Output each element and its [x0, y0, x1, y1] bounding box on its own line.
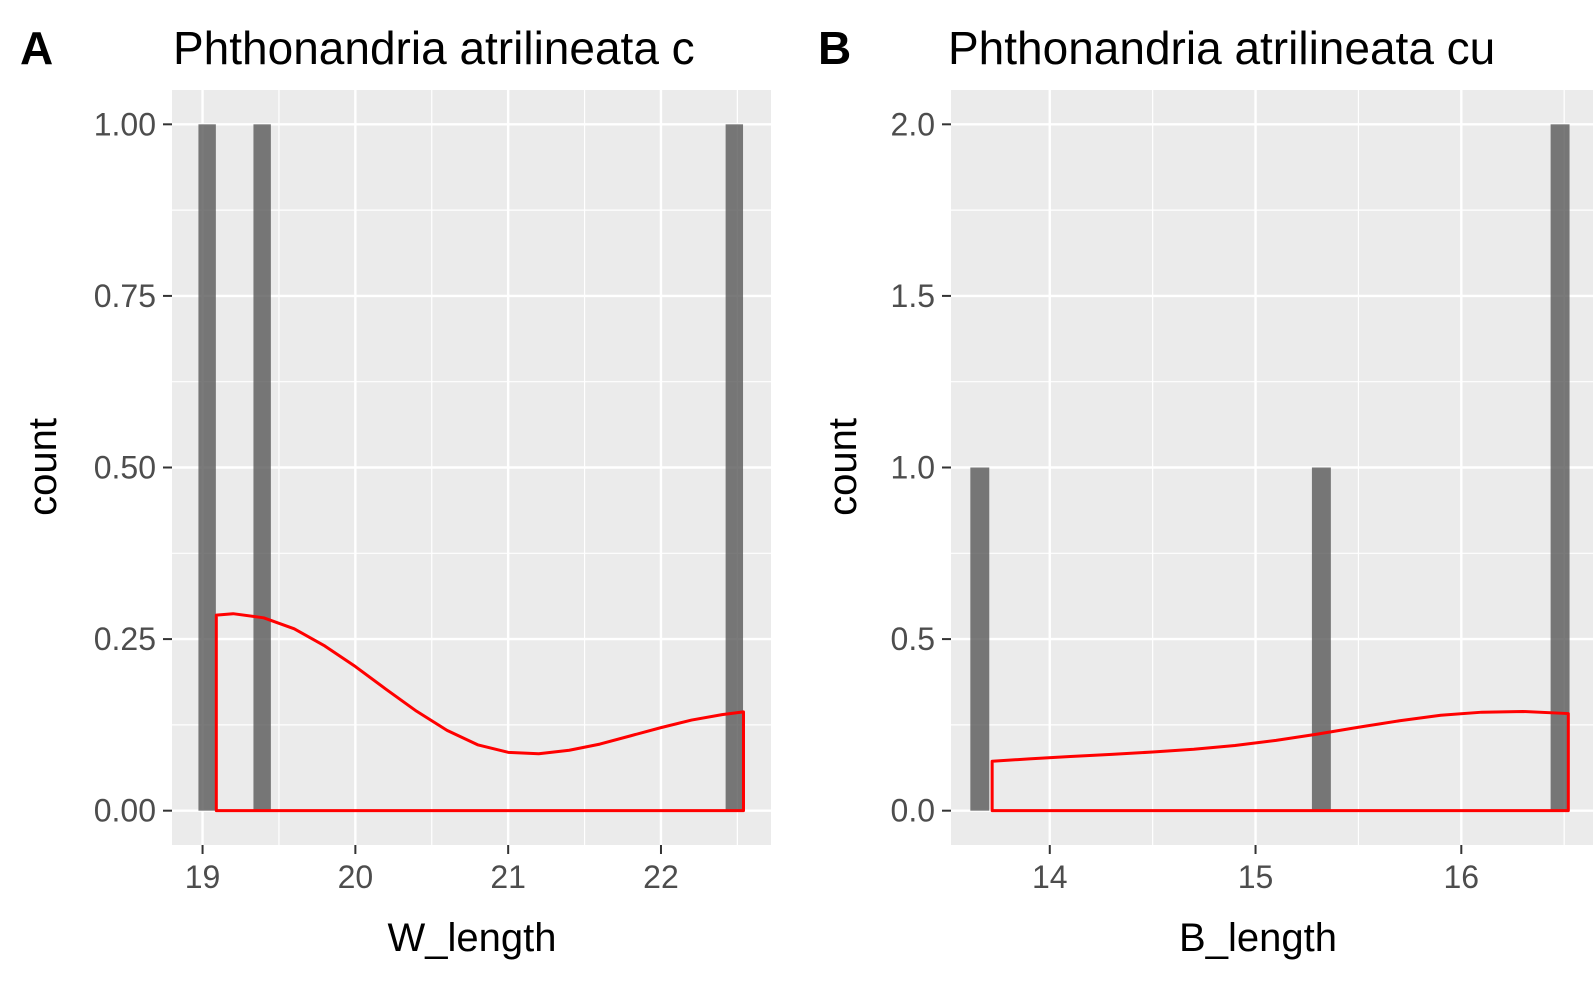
- panel-a-title: Phthonandria atrilineata c: [173, 22, 695, 74]
- panel-b-x-tick-label: 16: [1444, 859, 1480, 895]
- panel-a-histogram-bar: [725, 124, 744, 811]
- panel-a-histogram-bar: [198, 124, 216, 811]
- panel-b-y-axis: 0.0 0.5 1.0 1.5 2.0: [891, 106, 951, 829]
- panel-b-y-axis-title: count: [821, 418, 865, 516]
- panel-a-x-axis: 19 20 21 22: [185, 845, 679, 895]
- panel-a-histogram-bar: [253, 124, 271, 811]
- panel-a-x-tick-label: 19: [185, 859, 221, 895]
- panel-a-x-axis-title: W_length: [388, 916, 557, 960]
- panel-a: A Phthonandria atrilineata c 0.00 0.25 0.5…: [20, 22, 771, 960]
- panel-b-histogram-bar: [1311, 467, 1331, 811]
- panel-b: B Phthonandria atrilineata cu 0.0 0.5 1.0 1…: [818, 22, 1593, 960]
- panel-a-y-tick-label: 0.25: [94, 621, 156, 657]
- panel-b-density-curve: [990, 710, 1570, 813]
- panel-b-tag: B: [818, 22, 851, 74]
- panel-b-histogram: [970, 124, 1570, 811]
- panel-a-x-tick-label: 20: [338, 859, 374, 895]
- panel-b-x-axis: 14 15 16: [1032, 845, 1479, 895]
- panel-a-y-tick-label: 0.75: [94, 278, 156, 314]
- panel-b-y-tick-label: 2.0: [891, 106, 935, 142]
- panel-b-y-tick-label: 1.0: [891, 450, 935, 486]
- panel-a-density-curve: [214, 612, 745, 813]
- panel-b-histogram-bar: [1550, 124, 1570, 811]
- panel-b-major-grid: [951, 90, 1593, 845]
- panel-b-title: Phthonandria atrilineata cu: [948, 22, 1495, 74]
- panel-b-y-tick-label: 0.5: [891, 621, 935, 657]
- panel-a-y-tick-label: 1.00: [94, 106, 156, 142]
- panel-b-x-tick-label: 14: [1032, 859, 1068, 895]
- panel-b-x-axis-title: B_length: [1179, 916, 1337, 960]
- panel-a-y-axis-title: count: [21, 418, 65, 516]
- panel-b-y-tick-label: 1.5: [891, 278, 935, 314]
- panel-a-x-tick-label: 22: [643, 859, 679, 895]
- panel-a-y-tick-label: 0.50: [94, 450, 156, 486]
- panel-a-x-tick-label: 21: [490, 859, 526, 895]
- panel-b-histogram-bar: [970, 467, 990, 811]
- panel-a-y-tick-label: 0.00: [94, 793, 156, 829]
- panel-a-y-axis: 0.00 0.25 0.50 0.75 1.00: [94, 106, 172, 829]
- panel-b-y-tick-label: 0.0: [891, 793, 935, 829]
- panel-b-x-tick-label: 15: [1238, 859, 1274, 895]
- panel-a-tag: A: [20, 22, 53, 74]
- panel-a-histogram: [198, 124, 744, 811]
